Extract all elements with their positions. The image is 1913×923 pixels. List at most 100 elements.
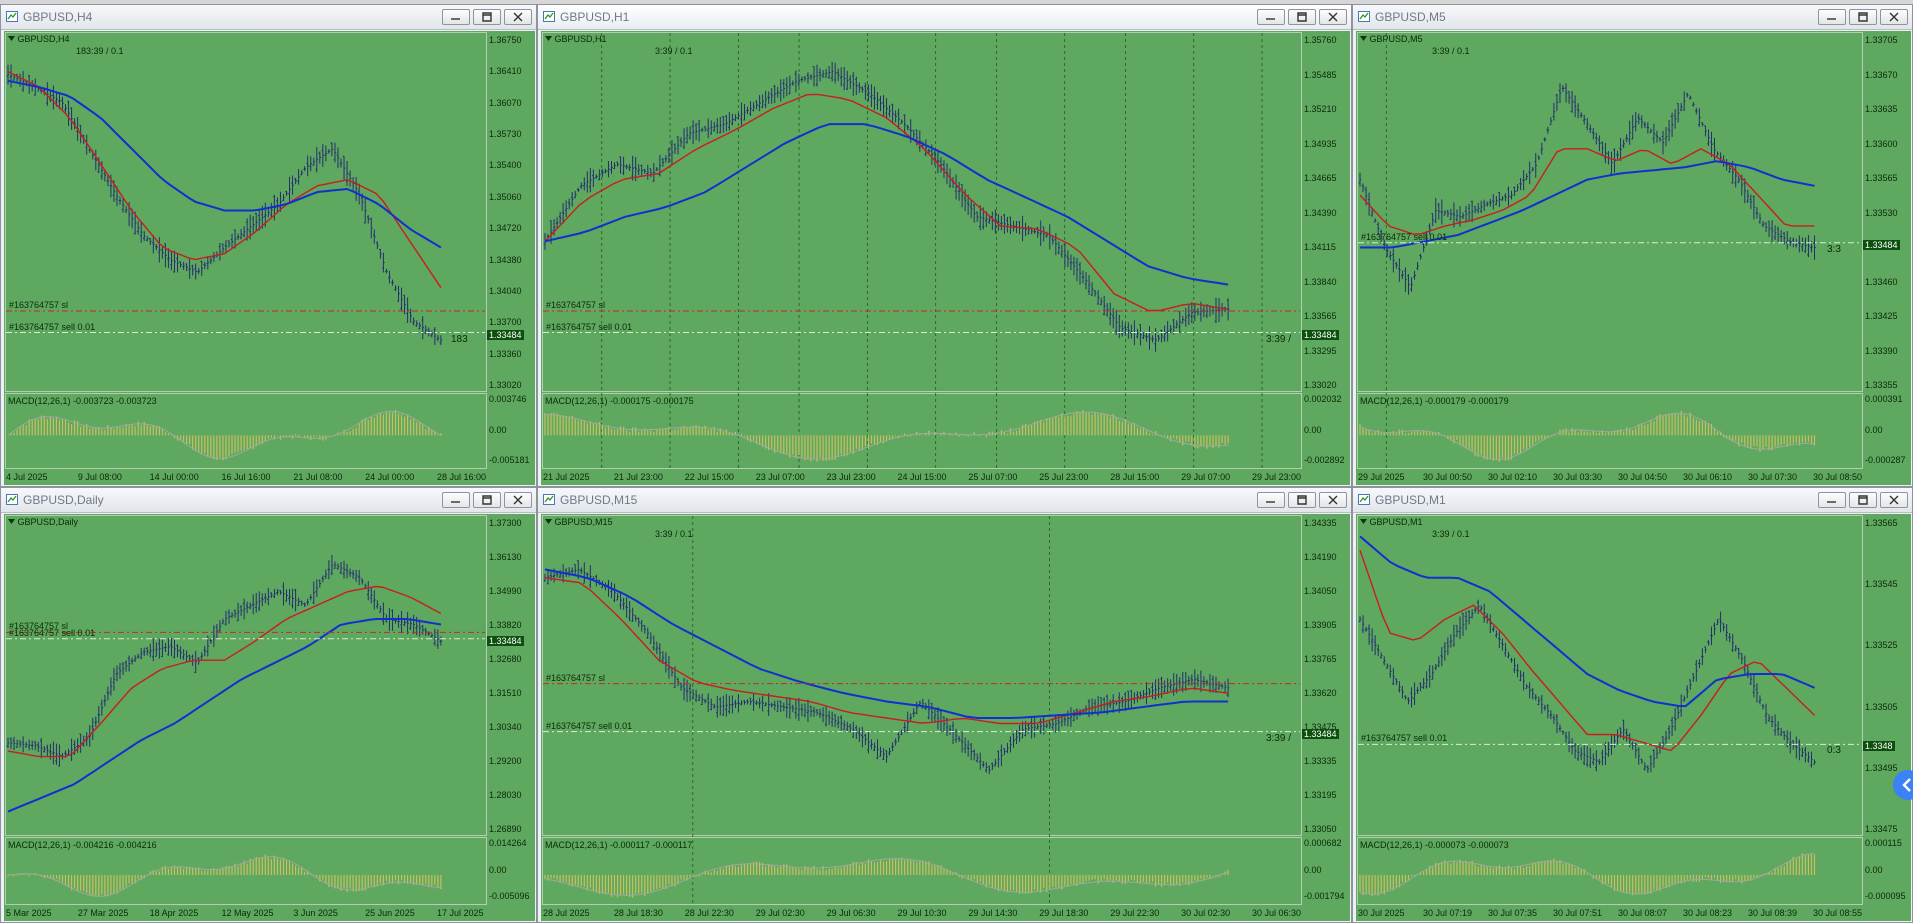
price-tick: 1.36750 — [489, 35, 522, 45]
moving-average-fast — [1359, 549, 1815, 752]
price-tick: 1.34380 — [489, 254, 522, 265]
moving-average-fast — [544, 93, 1229, 312]
collapse-triangle-icon[interactable] — [1360, 519, 1367, 525]
time-tick: 30 Jul 08:07 — [1618, 908, 1668, 918]
price-tick: 1.33565 — [1865, 173, 1898, 183]
minimize-button[interactable] — [442, 492, 470, 508]
chart-window-icon — [6, 11, 18, 22]
minimize-button[interactable] — [1257, 9, 1285, 25]
maximize-button[interactable] — [473, 9, 501, 25]
collapse-triangle-icon[interactable] — [545, 36, 552, 42]
close-button[interactable] — [1319, 9, 1347, 25]
close-button[interactable] — [1319, 492, 1347, 508]
collapse-triangle-icon[interactable] — [1360, 36, 1367, 42]
chart-area[interactable]: GBPUSD,M5 3:39 / 0.1 #163764757 sell 0.01 3… — [1356, 31, 1911, 485]
price-tick: 1.33020 — [489, 380, 522, 390]
time-tick: 16 Jul 16:00 — [221, 472, 271, 482]
order-label: #163764757 sell 0.01 — [9, 321, 96, 332]
spread-timer: 3:39 / 0.1 — [1432, 46, 1470, 56]
macd-label: MACD(12,26,1) -0.000117 -0.000117 — [545, 840, 693, 850]
time-tick: 4 Jul 2025 — [6, 472, 48, 482]
chart-window-icon — [543, 11, 555, 22]
stop-loss-label: #163764757 sl — [9, 300, 69, 311]
close-icon — [1328, 495, 1338, 505]
close-button[interactable] — [504, 9, 532, 25]
price-tick: 1.35400 — [489, 160, 522, 171]
window-titlebar[interactable]: GBPUSD,Daily — [1, 488, 536, 513]
maximize-button[interactable] — [1288, 492, 1316, 508]
price-tick: 1.26890 — [489, 824, 522, 834]
chart-window-h1[interactable]: GBPUSD,H1 GBPUSD,H1 3:39 / 0.1 #163764757 … — [537, 4, 1352, 487]
time-tick: 30 Jul 07:51 — [1553, 908, 1603, 918]
maximize-button[interactable] — [1849, 9, 1877, 25]
window-titlebar[interactable]: GBPUSD,H1 — [538, 5, 1351, 30]
chart-area[interactable]: GBPUSD,H1 3:39 / 0.1 #163764757 sl #1637647… — [541, 31, 1350, 485]
macd-histogram — [7, 409, 442, 461]
maximize-button[interactable] — [473, 492, 501, 508]
side-panel-toggle-button[interactable] — [1893, 770, 1913, 800]
close-button[interactable] — [1880, 492, 1908, 508]
chart-area[interactable]: GBPUSD,M15 3:39 / 0.1 #163764757 sl #163764… — [541, 514, 1350, 921]
minimize-icon — [1827, 18, 1836, 20]
price-tick: 1.36410 — [489, 66, 522, 77]
chart-window-m5[interactable]: GBPUSD,M5 GBPUSD,M5 3:39 / 0.1 #163764757 … — [1352, 4, 1913, 487]
order-label: #163764757 sell 0.01 — [1361, 733, 1448, 744]
chart-window-d1[interactable]: GBPUSD,Daily GBPUSD,Daily #163764757 sl #1… — [0, 487, 537, 923]
time-tick: 30 Jul 08:50 — [1813, 472, 1863, 482]
price-tick: 1.31510 — [489, 688, 522, 698]
time-tick: 28 Jul 18:30 — [613, 908, 663, 918]
spread-timer: 3:39 / 0.1 — [1432, 529, 1470, 539]
time-tick: 29 Jul 06:30 — [826, 908, 876, 918]
maximize-icon — [482, 12, 492, 22]
time-tick: 30 Jul 08:23 — [1683, 908, 1733, 918]
price-tick: 1.33295 — [1304, 345, 1337, 356]
moving-average-slow — [544, 568, 1229, 719]
time-tick: 21 Jul 23:00 — [613, 472, 663, 482]
price-tick: 1.33840 — [1304, 276, 1337, 287]
price-tick: 1.33475 — [1304, 722, 1337, 732]
chart-canvas — [541, 514, 1350, 921]
window-titlebar[interactable]: GBPUSD,M15 — [538, 488, 1351, 513]
window-titlebar[interactable]: GBPUSD,H4 — [1, 5, 536, 30]
minimize-icon — [1266, 501, 1275, 503]
macd-signal-line — [1359, 852, 1815, 895]
time-tick: 29 Jul 14:30 — [968, 908, 1018, 918]
time-tick: 28 Jul 22:30 — [684, 908, 734, 918]
chart-window-icon — [543, 494, 555, 505]
collapse-triangle-icon[interactable] — [545, 519, 552, 525]
macd-tick: 0.014264 — [489, 838, 527, 848]
chart-window-m15[interactable]: GBPUSD,M15 GBPUSD,M15 3:39 / 0.1 #16376475… — [537, 487, 1352, 923]
chart-area[interactable]: GBPUSD,M1 3:39 / 0.1 #163764757 sell 0.01 0… — [1356, 514, 1911, 921]
chart-area[interactable]: GBPUSD,Daily #163764757 sl #163764757 sell… — [4, 514, 535, 921]
price-tick: 1.33460 — [1865, 276, 1898, 287]
window-titlebar[interactable]: GBPUSD,M5 — [1353, 5, 1912, 30]
minimize-button[interactable] — [442, 9, 470, 25]
chart-area[interactable]: GBPUSD,H4 183:39 / 0.1 #163764757 sl #16376… — [4, 31, 535, 485]
maximize-button[interactable] — [1849, 492, 1877, 508]
close-button[interactable] — [504, 492, 532, 508]
time-tick: 17 Jul 2025 — [437, 908, 484, 918]
time-tick: 30 Jul 06:10 — [1683, 472, 1733, 482]
minimize-button[interactable] — [1818, 492, 1846, 508]
moving-average-fast — [7, 585, 442, 758]
macd-tick: 0.000115 — [1865, 838, 1902, 848]
chart-window-m1[interactable]: GBPUSD,M1 GBPUSD,M1 3:39 / 0.1 #163764757 … — [1352, 487, 1913, 923]
close-icon — [1889, 12, 1899, 22]
chart-canvas — [4, 514, 535, 921]
window-titlebar[interactable]: GBPUSD,M1 — [1353, 488, 1912, 513]
price-tick: 1.33050 — [1304, 824, 1337, 834]
price-tick: 1.32680 — [489, 654, 522, 664]
close-button[interactable] — [1880, 9, 1908, 25]
window-title: GBPUSD,M5 — [1375, 10, 1446, 24]
price-tick: 1.33475 — [1865, 824, 1898, 834]
collapse-triangle-icon[interactable] — [8, 519, 15, 525]
collapse-triangle-icon[interactable] — [8, 36, 15, 42]
order-label: #163764757 sell 0.01 — [1361, 231, 1448, 242]
chart-window-h4[interactable]: GBPUSD,H4 GBPUSD,H4 183:39 / 0.1 #16376475… — [0, 4, 537, 487]
macd-label: MACD(12,26,1) -0.000073 -0.000073 — [1360, 840, 1509, 850]
price-tick: 1.33670 — [1865, 69, 1898, 80]
minimize-button[interactable] — [1257, 492, 1285, 508]
maximize-icon — [1858, 495, 1868, 505]
minimize-button[interactable] — [1818, 9, 1846, 25]
maximize-button[interactable] — [1288, 9, 1316, 25]
